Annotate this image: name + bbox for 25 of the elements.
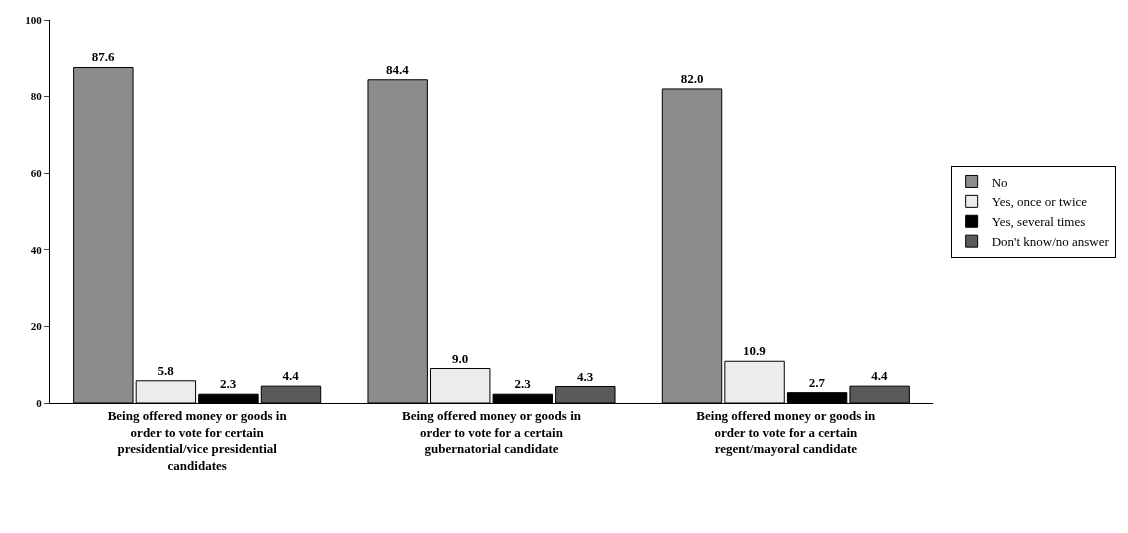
legend-label: Yes, several times xyxy=(991,214,1086,230)
y-tick-label: 40 xyxy=(30,243,43,256)
legend-label: Yes, once or twice xyxy=(991,194,1088,210)
data-label: 4.3 xyxy=(576,368,594,384)
x-tick-label: Being offered money or goods in order to vote for certain presidential/vice presidential candidates xyxy=(107,407,288,474)
data-label: 4.4 xyxy=(282,368,300,384)
y-tick-label: 100 xyxy=(25,13,43,26)
data-label: 2.3 xyxy=(220,376,237,392)
x-tick-label: Being offered money or goods in order to vote for a certain regent/mayoral candidate xyxy=(696,407,877,457)
x-tick-label: Being offered money or goods in order to vote for a certain gubernatorial candidate xyxy=(402,407,582,457)
y-tick-label: 60 xyxy=(30,167,43,180)
legend-label: No xyxy=(991,174,1008,190)
y-tick-label: 20 xyxy=(30,320,43,333)
data-label: 2.3 xyxy=(514,376,532,392)
legend-label: Don't know/no answer xyxy=(991,234,1110,250)
y-tick-label: 80 xyxy=(30,90,43,103)
data-label: 2.7 xyxy=(808,374,826,390)
data-label: 5.8 xyxy=(157,362,175,378)
y-tick-label: 0 xyxy=(36,396,43,409)
data-label: 4.4 xyxy=(871,368,889,384)
data-label: 82.0 xyxy=(680,70,704,86)
data-label: 9.0 xyxy=(452,350,469,366)
data-label: 84.4 xyxy=(386,61,410,77)
data-label: 87.6 xyxy=(91,49,115,65)
data-label: 10.9 xyxy=(742,343,767,359)
